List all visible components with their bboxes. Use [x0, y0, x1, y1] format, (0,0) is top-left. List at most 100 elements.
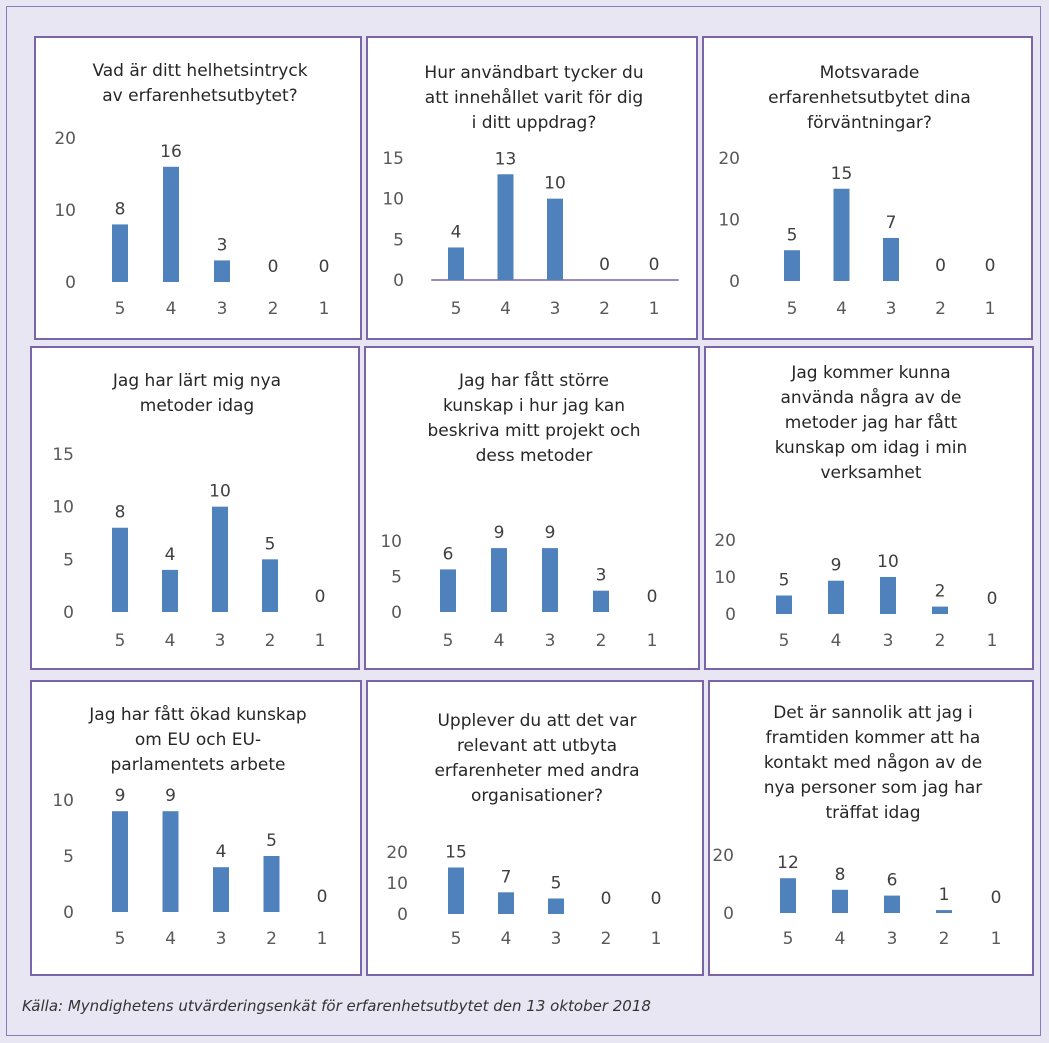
chart-title-line: Jag har fått ökad kunskap — [88, 704, 306, 725]
x-tick-label: 3 — [887, 929, 898, 949]
x-tick-label: 5 — [787, 299, 798, 319]
x-tick-label: 2 — [599, 299, 610, 319]
x-tick-label: 2 — [266, 929, 277, 949]
chart-title-line: att innehållet varit för dig — [425, 87, 643, 108]
chart-title-line: nya personer som jag har — [764, 778, 983, 798]
bar — [112, 224, 128, 282]
data-label: 10 — [544, 174, 566, 194]
x-tick-label: 1 — [317, 929, 328, 949]
data-label: 9 — [831, 556, 842, 576]
bar — [880, 577, 896, 614]
y-tick-label: 0 — [397, 905, 408, 925]
y-tick-label: 20 — [712, 846, 734, 866]
chart-svg: Hur användbart tycker du att innehållet v… — [382, 63, 679, 319]
chart-title-line: dess metoder — [476, 446, 593, 466]
chart-title-line: framtiden kommer att ha — [766, 728, 981, 748]
y-tick-label: 5 — [63, 550, 74, 570]
chart-title-line: metoder idag — [140, 396, 254, 416]
x-tick-label: 2 — [601, 929, 612, 949]
data-label: 2 — [935, 582, 946, 602]
y-tick-label: 20 — [386, 843, 408, 863]
chart-title-line: om EU och EU- — [135, 730, 261, 750]
y-tick-label: 10 — [52, 791, 74, 811]
chart-svg: Det är sannolik att jag i framtiden komme… — [712, 703, 1001, 949]
chart-title-line: erfarenheter med andra — [434, 761, 639, 781]
bar — [593, 590, 609, 612]
data-label: 7 — [501, 867, 512, 887]
data-label: 8 — [115, 503, 126, 523]
chart-title-line: beskriva mitt projekt och — [428, 421, 641, 441]
data-label: 0 — [649, 255, 660, 275]
x-tick-label: 5 — [451, 929, 462, 949]
x-tick-label: 4 — [831, 631, 842, 651]
data-label: 0 — [268, 257, 279, 277]
y-tick-label: 10 — [718, 211, 740, 231]
x-tick-label: 3 — [886, 299, 897, 319]
data-label: 15 — [445, 843, 467, 863]
x-tick-label: 5 — [451, 299, 462, 319]
chart-title-line: i ditt uppdrag? — [472, 113, 597, 133]
data-label: 5 — [787, 225, 798, 245]
data-label: 9 — [494, 523, 505, 543]
bar — [883, 237, 899, 281]
data-label: 3 — [596, 566, 607, 586]
x-tick-label: 1 — [985, 299, 996, 319]
data-label: 5 — [779, 571, 790, 591]
data-label: 6 — [443, 544, 454, 564]
data-label: 0 — [315, 587, 326, 607]
x-tick-label: 4 — [165, 631, 176, 651]
chart-title-line: Vad är ditt helhetsintryck — [92, 61, 307, 81]
source-caption: Källa: Myndighetens utvärderingsenkät fö… — [22, 997, 651, 1015]
figure-frame — [6, 6, 1041, 1036]
y-tick-label: 10 — [382, 190, 404, 210]
chart-title-line: träffat idag — [826, 803, 921, 823]
bar — [440, 569, 456, 612]
data-label: 0 — [987, 589, 998, 609]
data-label: 4 — [165, 545, 176, 565]
data-label: 7 — [886, 213, 897, 233]
chart-title-line: metoder jag har fått — [785, 412, 958, 433]
data-label: 4 — [216, 842, 227, 862]
data-label: 9 — [165, 786, 176, 806]
y-tick-label: 15 — [382, 149, 404, 169]
bar — [162, 811, 179, 912]
bar — [112, 527, 128, 612]
x-tick-label: 1 — [319, 299, 330, 319]
y-tick-label: 10 — [380, 532, 402, 552]
data-label: 0 — [651, 889, 662, 909]
chart-title-line: Upplever du att det var — [437, 711, 636, 731]
bar — [263, 856, 280, 912]
x-tick-label: 5 — [779, 631, 790, 651]
y-tick-label: 0 — [65, 273, 76, 293]
bar — [448, 867, 464, 914]
x-tick-label: 4 — [494, 631, 505, 651]
x-tick-label: 2 — [265, 631, 276, 651]
chart-title-line: Jag kommer kunna — [790, 363, 950, 383]
x-tick-label: 3 — [217, 299, 228, 319]
x-tick-label: 3 — [545, 631, 556, 651]
data-label: 5 — [551, 874, 562, 894]
bar — [212, 506, 228, 612]
x-tick-label: 1 — [651, 929, 662, 949]
bar — [214, 260, 230, 282]
y-tick-label: 0 — [63, 603, 74, 623]
x-tick-label: 4 — [500, 299, 511, 319]
chart-svg: Jag har fått större kunskap i hur jag kan… — [380, 370, 658, 651]
chart-title-line: Motsvarade — [820, 63, 920, 83]
x-tick-label: 5 — [115, 929, 126, 949]
chart-svg: Upplever du att det var relevant att utby… — [386, 711, 662, 949]
data-label: 4 — [451, 222, 462, 242]
bar — [497, 174, 514, 280]
chart-title-line: Hur användbart tycker du — [424, 63, 643, 83]
data-label: 5 — [265, 534, 276, 554]
bar — [498, 892, 514, 914]
chart-title-line: av erfarenhetsutbytet? — [102, 86, 297, 106]
data-label: 3 — [217, 235, 228, 255]
chart-panel-6: Jag kommer kunna använda några av de metod… — [704, 346, 1034, 670]
data-label: 0 — [647, 587, 658, 607]
x-tick-label: 4 — [835, 929, 846, 949]
chart-panel-5: Jag har fått större kunskap i hur jag kan… — [364, 346, 700, 670]
y-tick-label: 10 — [52, 498, 74, 518]
chart-title-line: Jag har lärt mig nya — [112, 371, 281, 391]
